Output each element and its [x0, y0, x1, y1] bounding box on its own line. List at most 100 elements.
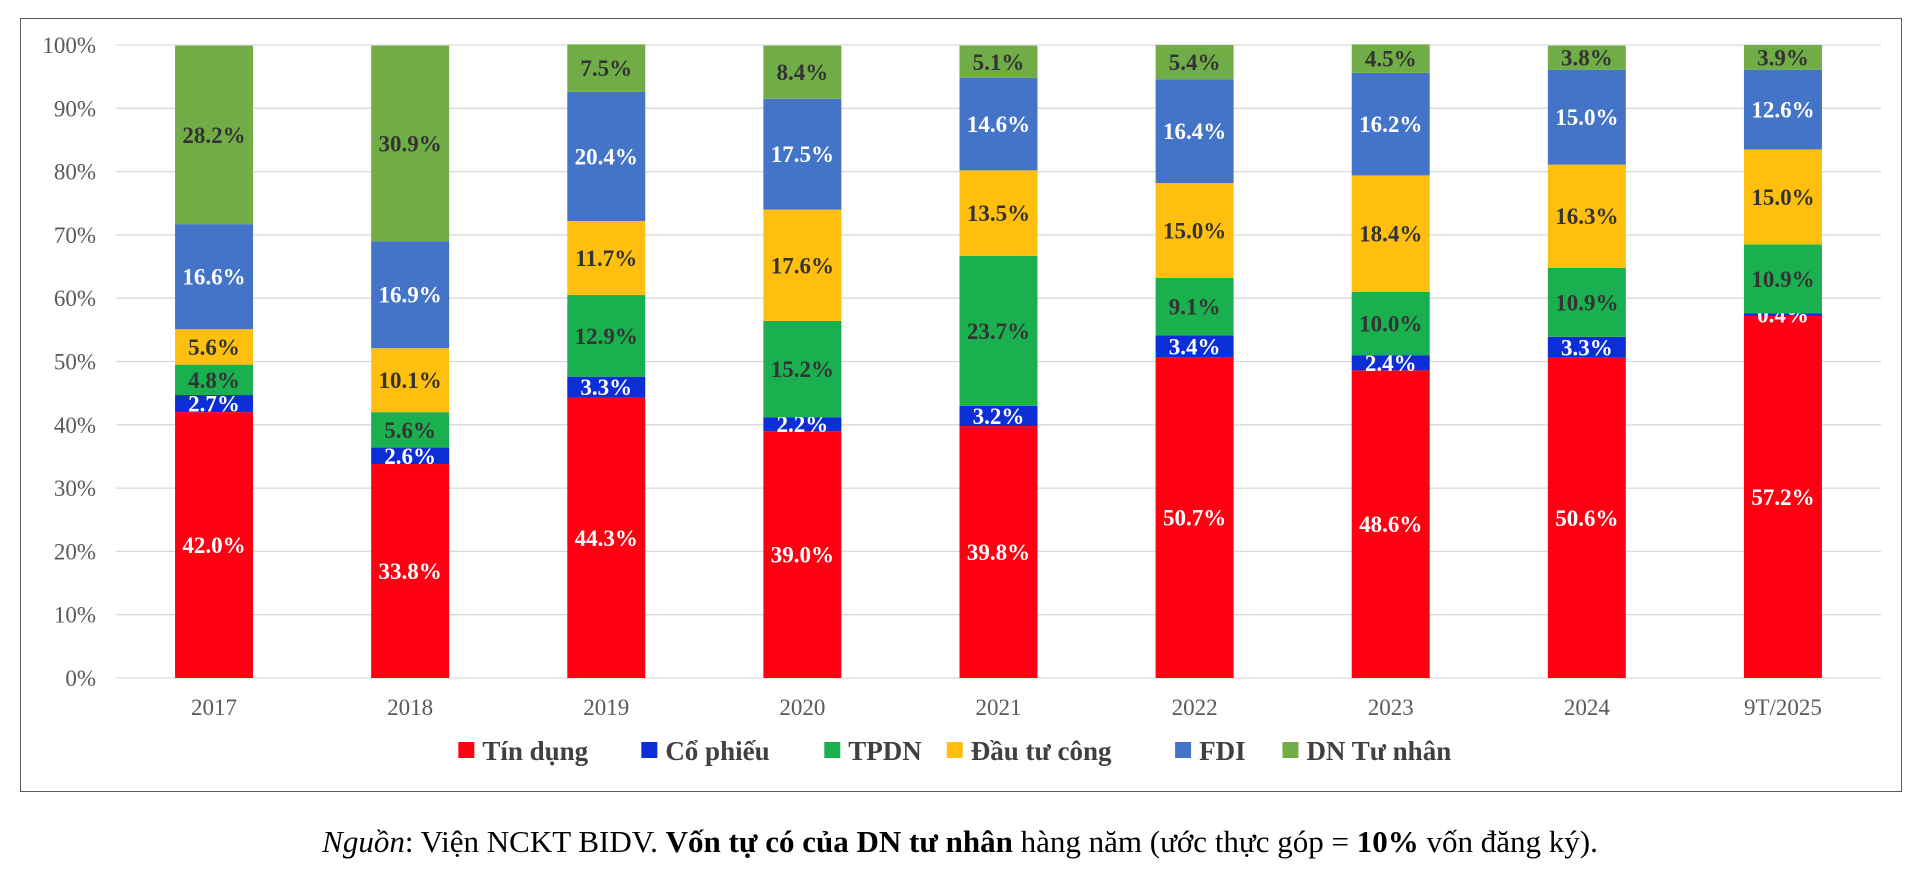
y-tick-label: 40%: [54, 413, 96, 438]
bar-segment: [959, 77, 1038, 171]
data-label: 28.2%: [182, 123, 245, 148]
legend-label: Đầu tư công: [971, 736, 1112, 766]
data-label: 5.6%: [188, 335, 240, 360]
x-tick-label: 2018: [387, 695, 433, 720]
bar-segment: [1743, 45, 1822, 70]
bar-segment: [1155, 45, 1234, 80]
source-note: Nguồn: Viện NCKT BIDV. Vốn tự có của DN …: [0, 824, 1920, 860]
bar-segment: [1743, 149, 1822, 245]
bar-segment: [1155, 335, 1234, 358]
bar-segment: [1547, 45, 1626, 70]
data-label: 30.9%: [379, 131, 442, 156]
bar-segment: [1155, 357, 1234, 678]
bar-segment: [1743, 315, 1822, 678]
bar-segment: [1743, 313, 1822, 316]
data-label: 50.6%: [1555, 506, 1618, 531]
bar-segment: [175, 45, 254, 225]
x-tick-label: 2017: [191, 695, 237, 720]
y-tick-label: 30%: [54, 476, 96, 501]
data-label: 15.0%: [1555, 105, 1618, 130]
data-label: 12.6%: [1751, 98, 1814, 123]
data-label: 44.3%: [575, 526, 638, 551]
bar-segment: [175, 364, 254, 396]
bar-segment: [763, 98, 842, 210]
data-label: 3.9%: [1757, 45, 1809, 70]
bar-segment: [763, 417, 842, 432]
bar-segment: [175, 412, 254, 678]
bar-segment: [175, 329, 254, 365]
y-tick-label: 80%: [54, 160, 96, 185]
bar-segment: [567, 44, 646, 92]
data-label: 5.4%: [1169, 50, 1221, 75]
legend-swatch: [458, 742, 475, 758]
data-label: 16.4%: [1163, 119, 1226, 144]
data-label: 42.0%: [182, 533, 245, 558]
data-label: 16.9%: [379, 283, 442, 308]
bar-segment: [959, 170, 1038, 256]
bar-segment: [1155, 182, 1234, 278]
data-label: 39.8%: [967, 540, 1030, 565]
data-label: 12.9%: [575, 324, 638, 349]
data-label: 10.0%: [1359, 312, 1422, 337]
data-label: 10.9%: [1555, 290, 1618, 315]
data-label: 3.2%: [973, 404, 1025, 429]
bar-segment: [1743, 244, 1822, 314]
source-text: : Viện NCKT BIDV.: [404, 824, 666, 859]
data-label: 33.8%: [379, 559, 442, 584]
bar-segment: [1547, 357, 1626, 678]
data-label: 14.6%: [967, 112, 1030, 137]
y-tick-label: 70%: [54, 223, 96, 248]
bar-segment: [567, 397, 646, 678]
stacked-bar-chart: 0% 10% 20% 30% 40% 50% 60% 70% 80% 90% 100% 42.0% 2.…: [42, 33, 1881, 766]
source-bold-text: Vốn tự có của DN tư nhân: [665, 824, 1013, 859]
data-label: 50.7%: [1163, 506, 1226, 531]
data-label: 9.1%: [1169, 295, 1221, 320]
bar-segment: [371, 412, 450, 448]
data-label: 7.5%: [580, 56, 632, 81]
bar-segment: [959, 405, 1038, 427]
bar-segment: [1351, 72, 1430, 176]
legend-label: DN Tư nhân: [1306, 736, 1451, 766]
data-label: 16.3%: [1555, 204, 1618, 229]
data-label: 3.3%: [580, 375, 632, 400]
data-label: 10.1%: [379, 368, 442, 393]
data-label: 17.5%: [771, 142, 834, 167]
bar-segment: [959, 45, 1038, 78]
bar-segment: [763, 209, 842, 321]
data-label: 39.0%: [771, 543, 834, 568]
data-label: 3.3%: [1561, 335, 1613, 360]
data-label: 2.7%: [188, 392, 240, 417]
bar-segment: [763, 320, 842, 418]
data-label: 13.5%: [967, 201, 1030, 226]
legend-swatch: [641, 742, 658, 758]
source-bold-pct: 10%: [1356, 824, 1419, 859]
data-label: 15.0%: [1751, 185, 1814, 210]
y-tick-label: 10%: [54, 603, 96, 628]
data-label: 57.2%: [1751, 485, 1814, 510]
chart-frame: 0% 10% 20% 30% 40% 50% 60% 70% 80% 90% 100% 42.0% 2.…: [20, 18, 1902, 792]
data-label: 3.4%: [1169, 334, 1221, 359]
bar-segment: [1547, 69, 1626, 165]
x-tick-label: 2020: [779, 695, 825, 720]
data-label: 10.9%: [1751, 267, 1814, 292]
bar-segment: [175, 224, 254, 330]
legend-swatch: [1282, 742, 1299, 758]
data-label: 5.6%: [384, 418, 436, 443]
data-label: 5.1%: [973, 50, 1025, 75]
source-end-text: vốn đăng ký).: [1418, 824, 1598, 859]
y-tick-label: 50%: [54, 350, 96, 375]
data-label: 3.8%: [1561, 46, 1613, 71]
bar-segment: [763, 431, 842, 678]
data-label: 15.2%: [771, 357, 834, 382]
bar-segment: [1351, 355, 1430, 371]
bar-segment: [567, 376, 646, 398]
bar-segment: [1351, 291, 1430, 356]
y-tick-label: 20%: [54, 539, 96, 564]
source-mid-text: hàng năm (ước thực góp =: [1012, 824, 1357, 859]
y-tick-label: 0%: [65, 666, 96, 691]
x-tick-label: 2019: [583, 695, 629, 720]
legend-label: Tín dụng: [482, 736, 588, 766]
data-label: 2.6%: [384, 444, 436, 469]
data-label: 4.5%: [1365, 47, 1417, 72]
legend-label: TPDN: [848, 736, 922, 766]
